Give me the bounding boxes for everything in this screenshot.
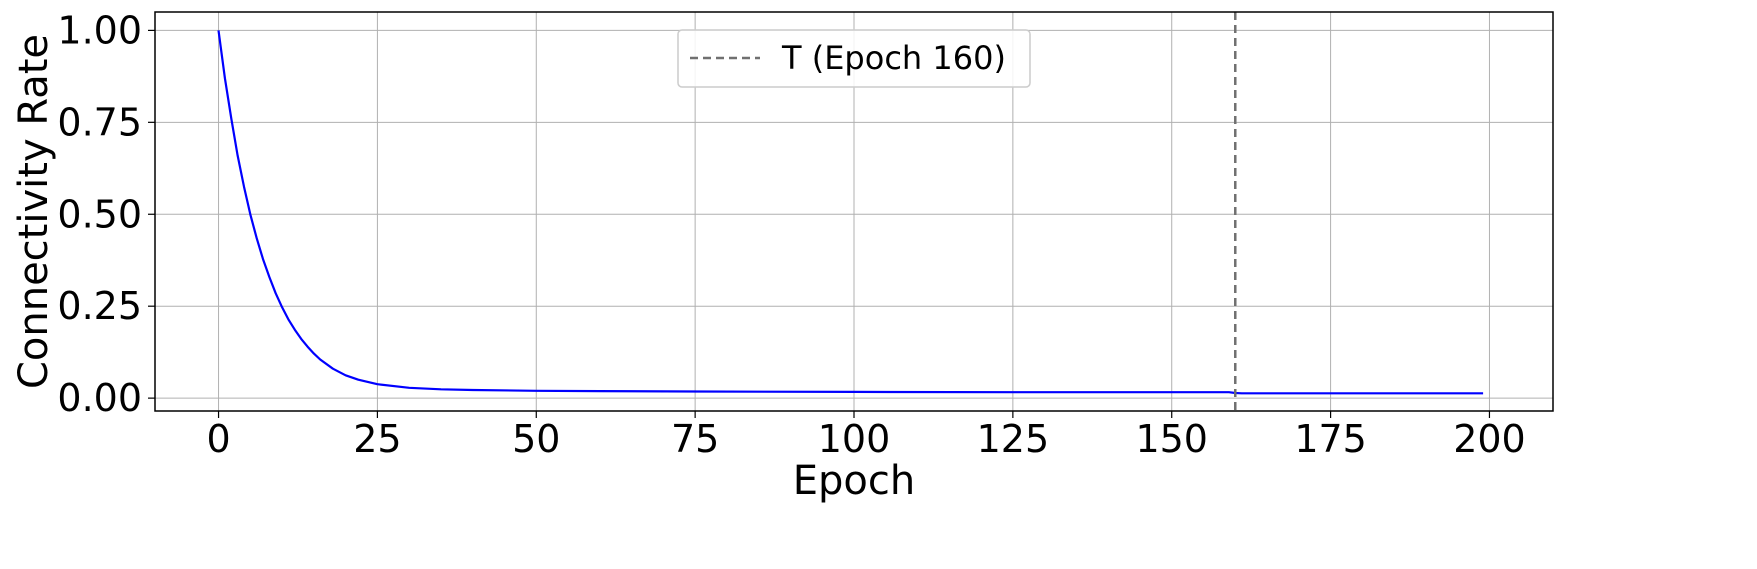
x-axis-label: Epoch — [793, 458, 915, 504]
x-tick-label: 150 — [1135, 417, 1208, 461]
x-tick-label: 50 — [512, 417, 560, 461]
y-tick-label: 0.50 — [57, 192, 142, 236]
series-group — [217, 30, 1484, 395]
x-tick-label: 125 — [977, 417, 1050, 461]
legend-entry-label: T (Epoch 160) — [781, 39, 1006, 77]
y-tick-label: 0.75 — [57, 100, 142, 144]
x-tick-label: 75 — [671, 417, 719, 461]
ticks: 0 25 50 75 100 125 150 175 200 0.00 0.25 0.50 0.75 1.… — [57, 8, 1525, 461]
legend-box — [677, 29, 1031, 88]
x-tick-label: 100 — [818, 417, 891, 461]
legend: T (Epoch 160) — [677, 29, 1031, 88]
x-tick-label: 25 — [353, 417, 401, 461]
y-tick-label: 1.00 — [57, 8, 142, 52]
y-tick-label: 0.25 — [57, 284, 142, 328]
y-tick-label: 0.00 — [57, 376, 142, 420]
y-axis-label: Connectivity Rate — [11, 34, 57, 389]
series-line — [217, 30, 1484, 395]
x-tick-label: 175 — [1294, 417, 1367, 461]
x-tick-label: 0 — [206, 417, 230, 461]
x-tick-label: 200 — [1453, 417, 1526, 461]
